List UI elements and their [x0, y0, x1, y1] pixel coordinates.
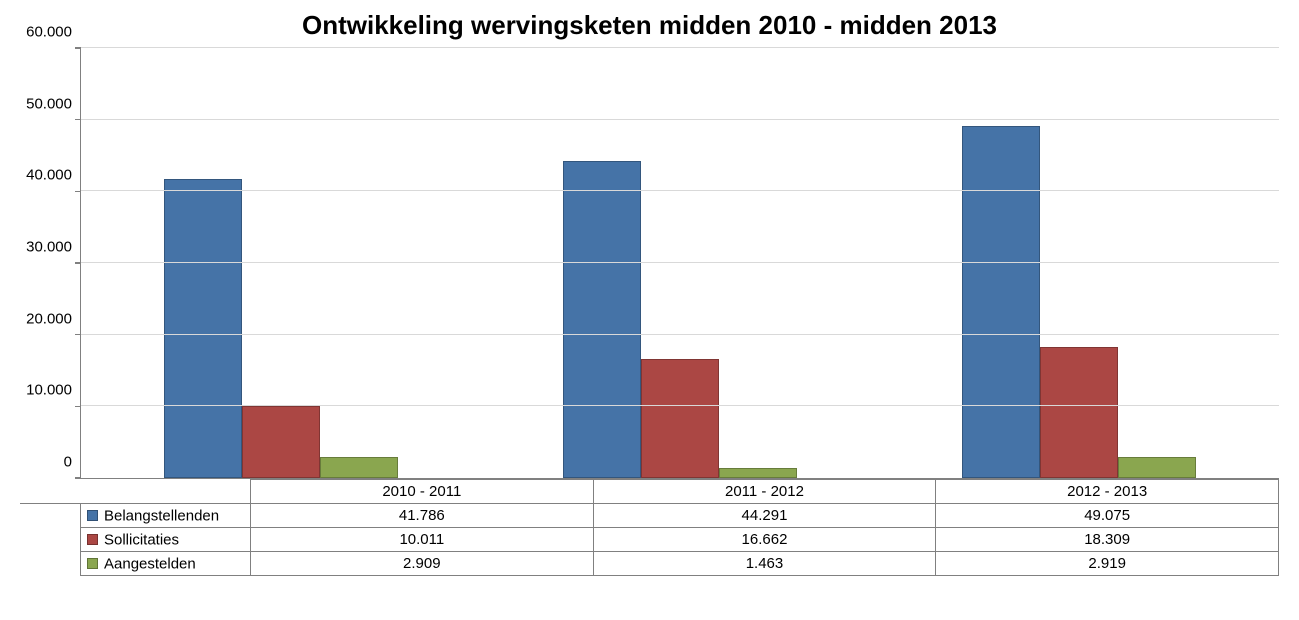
plot-area: [80, 49, 1279, 479]
value-cell: 10.011: [251, 528, 594, 552]
chart-container: Ontwikkeling wervingsketen midden 2010 -…: [20, 10, 1279, 576]
value-cell: 16.662: [593, 528, 936, 552]
legend-label: Belangstellenden: [104, 507, 219, 524]
y-tick-label: 50.000: [26, 95, 72, 112]
legend-label: Sollicitaties: [104, 531, 179, 548]
bars-layer: [81, 49, 1279, 478]
legend-cell: Belangstellenden: [81, 504, 251, 528]
table-corner-cell: [21, 480, 251, 504]
gridline: [81, 405, 1279, 406]
bar: [1040, 347, 1118, 478]
value-cell: 1.463: [593, 552, 936, 576]
legend-swatch: [87, 510, 98, 521]
data-table: 2010 - 20112011 - 20122012 - 2013Belangs…: [20, 479, 1279, 576]
gridline: [81, 119, 1279, 120]
bar: [242, 406, 320, 478]
value-cell: 44.291: [593, 504, 936, 528]
y-tick-label: 10.000: [26, 382, 72, 399]
gridline: [81, 190, 1279, 191]
value-cell: 2.919: [936, 552, 1279, 576]
category-header: 2010 - 2011: [251, 480, 594, 504]
bar: [719, 468, 797, 478]
bar-group: [880, 49, 1279, 478]
value-cell: 2.909: [251, 552, 594, 576]
category-header: 2012 - 2013: [936, 480, 1279, 504]
table-row: Sollicitaties 10.01116.66218.309: [21, 528, 1279, 552]
y-tick-label: 40.000: [26, 167, 72, 184]
value-cell: 49.075: [936, 504, 1279, 528]
bar: [164, 179, 242, 478]
legend-cell: Aangestelden: [81, 552, 251, 576]
legend-label: Aangestelden: [104, 555, 196, 572]
table-spacer-cell: [21, 504, 81, 576]
gridline: [81, 334, 1279, 335]
y-tick-label: 20.000: [26, 310, 72, 327]
bar-group: [480, 49, 879, 478]
legend-swatch: [87, 534, 98, 545]
y-tick-label: 30.000: [26, 239, 72, 256]
value-cell: 18.309: [936, 528, 1279, 552]
legend-cell: Sollicitaties: [81, 528, 251, 552]
chart-title: Ontwikkeling wervingsketen midden 2010 -…: [20, 10, 1279, 41]
y-tick-label: 60.000: [26, 24, 72, 41]
bar: [641, 359, 719, 478]
value-cell: 41.786: [251, 504, 594, 528]
bar-group: [81, 49, 480, 478]
y-axis: 010.00020.00030.00040.00050.00060.000: [20, 49, 80, 479]
gridline: [81, 47, 1279, 48]
bar: [563, 161, 641, 478]
legend-swatch: [87, 558, 98, 569]
y-tick-label: 0: [64, 454, 72, 471]
bar: [320, 457, 398, 478]
bar: [1118, 457, 1196, 478]
category-header: 2011 - 2012: [593, 480, 936, 504]
y-tick-mark: [75, 477, 81, 479]
gridline: [81, 262, 1279, 263]
table-row: Belangstellenden 41.78644.29149.075: [21, 504, 1279, 528]
plot-row: 010.00020.00030.00040.00050.00060.000: [20, 49, 1279, 479]
bar: [962, 126, 1040, 478]
table-row: Aangestelden 2.9091.4632.919: [21, 552, 1279, 576]
table-header-row: 2010 - 20112011 - 20122012 - 2013: [21, 480, 1279, 504]
